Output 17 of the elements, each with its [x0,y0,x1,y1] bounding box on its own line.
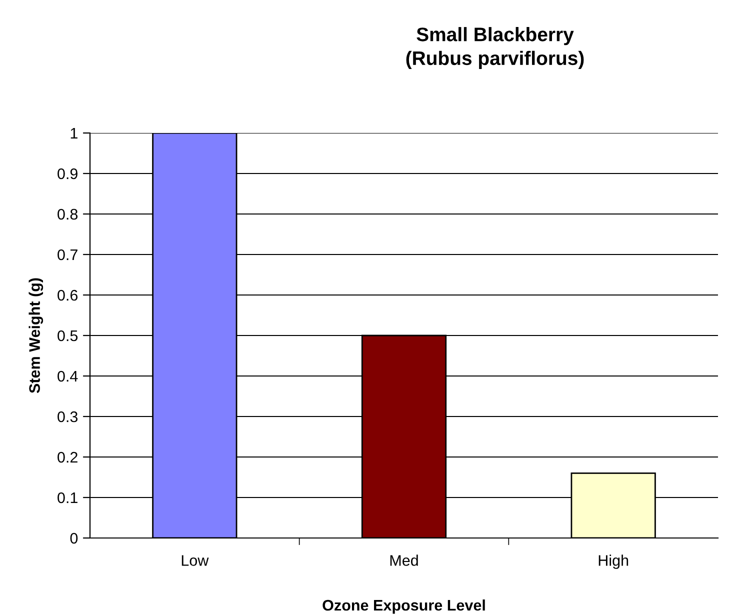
y-axis-title: Stem Weight (g) [28,278,44,394]
y-tick-label: 0.5 [58,330,78,342]
x-tick-label: Low [182,555,209,566]
chart-title: Small Blackberry (Rubus parviflorus) [406,27,584,69]
y-tick-label: 0.8 [58,208,78,220]
x-axis-title: Ozone Exposure Level [322,599,485,614]
y-tick-label: 0.1 [58,492,78,504]
y-tick-label: 0 [70,532,78,544]
y-tick-label: 0.2 [58,452,78,463]
y-tick-label: 0.9 [58,168,78,180]
y-tick-label: 0.4 [58,370,78,382]
y-tick-label: 0.3 [58,411,78,422]
y-tick-label: 0.7 [58,249,78,260]
y-tick-label: 1 [70,128,78,139]
x-tick-label: Med [390,554,418,566]
x-tick-label: High [598,554,628,569]
y-tick-label: 0.6 [58,290,78,301]
